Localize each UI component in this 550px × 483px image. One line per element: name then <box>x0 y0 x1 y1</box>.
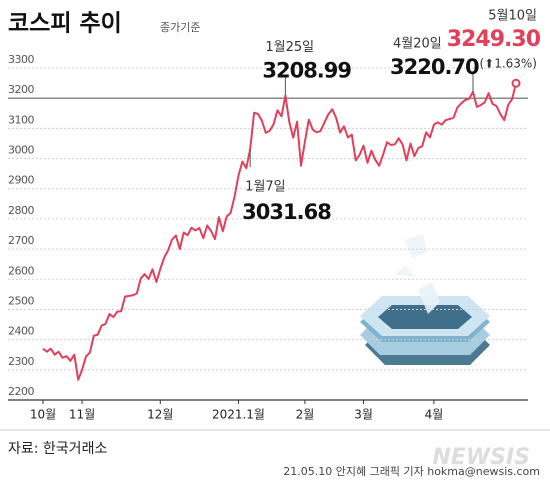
y-tick-label: 2700 <box>8 234 34 247</box>
y-tick-label: 2300 <box>8 355 34 368</box>
illustration <box>360 234 490 365</box>
watermark: NEWSIS <box>432 445 530 470</box>
last-point <box>511 78 521 88</box>
annotation-value: 3220.70 <box>390 55 479 79</box>
x-tick-label: 10월 <box>30 408 56 422</box>
x-tick-label: 3월 <box>354 408 373 422</box>
annotation-label: 5월10일 <box>488 9 537 24</box>
line <box>42 83 517 381</box>
annotation-value: 3031.68 <box>242 200 331 224</box>
source: 자료: 한국거래소 <box>8 441 107 457</box>
y-tick-label: 2500 <box>8 294 34 307</box>
y-tick-label: 3200 <box>8 83 34 96</box>
x-tick-label: 2월 <box>296 408 315 422</box>
y-tick-label: 2400 <box>8 325 34 338</box>
annotation-change: (⬆1.63%) <box>479 57 537 71</box>
annotation-label: 4월20일 <box>393 36 442 51</box>
credit: 21.05.10 안지혜 그래픽 기자 hokma@newsis.com <box>283 465 540 478</box>
y-tick-label: 2600 <box>8 264 34 277</box>
x-tick-label: 4월 <box>425 408 444 422</box>
y-tick-label: 2800 <box>8 204 34 217</box>
chart-title: 코스피 추이 <box>8 11 122 37</box>
y-tick-label: 3000 <box>8 144 34 157</box>
annotation-label: 1월25일 <box>265 40 314 55</box>
annotation-value: 3249.30 <box>447 27 541 52</box>
x-tick-label: 12월 <box>147 408 173 422</box>
chart-subtitle: 종가기준 <box>160 21 200 34</box>
y-tick-label: 3300 <box>8 53 34 66</box>
annotation-label: 1월7일 <box>245 179 285 194</box>
annotation-value: 3208.99 <box>262 58 351 82</box>
x-tick-label: 2021.1월 <box>212 408 265 422</box>
y-tick-label: 2900 <box>8 174 34 187</box>
x-tick-label: 11월 <box>69 408 95 422</box>
y-tick-label: 2200 <box>8 385 34 398</box>
y-tick-label: 3100 <box>8 113 34 126</box>
